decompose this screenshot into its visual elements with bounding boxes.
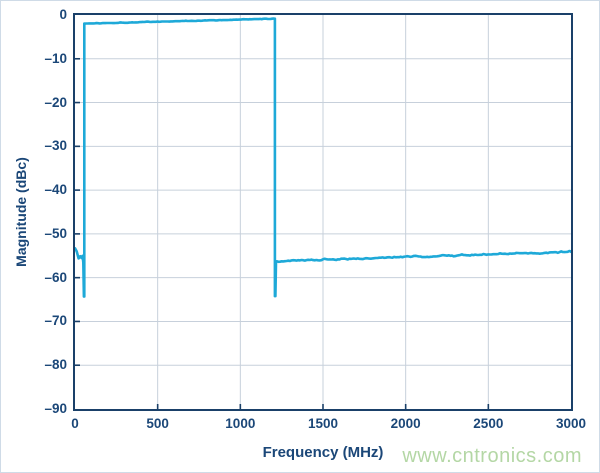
chart-canvas: [75, 15, 571, 409]
y-tick-label: –70: [44, 313, 67, 329]
y-tick-label: –60: [44, 269, 67, 285]
magnitude-trace: [75, 17, 571, 298]
y-tick-label: –80: [44, 357, 67, 373]
y-tick-label: –20: [44, 94, 67, 110]
x-tick-label: 2500: [473, 416, 504, 431]
x-tick-label: 500: [146, 416, 169, 431]
x-tick-label: 1000: [225, 416, 256, 431]
y-axis-title: Magnitude (dBc): [13, 157, 29, 267]
axis-tick-marks: [75, 57, 490, 409]
x-tick-label: 2000: [390, 416, 421, 431]
watermark-text: www.cntronics.com: [402, 445, 582, 467]
x-tick-label: 1500: [307, 416, 339, 431]
plot-area: [73, 13, 573, 411]
y-tick-label: –40: [44, 182, 67, 198]
x-axis-title: Frequency (MHz): [262, 444, 384, 461]
y-tick-label: –10: [44, 50, 67, 66]
y-tick-label: –90: [44, 401, 67, 416]
grid-lines: [75, 15, 571, 409]
y-tick-label: –30: [44, 138, 67, 154]
y-tick-label: –50: [44, 225, 67, 241]
y-tick-label: 0: [59, 7, 67, 22]
x-tick-label: 0: [71, 416, 79, 431]
x-tick-label: 3000: [555, 416, 587, 431]
